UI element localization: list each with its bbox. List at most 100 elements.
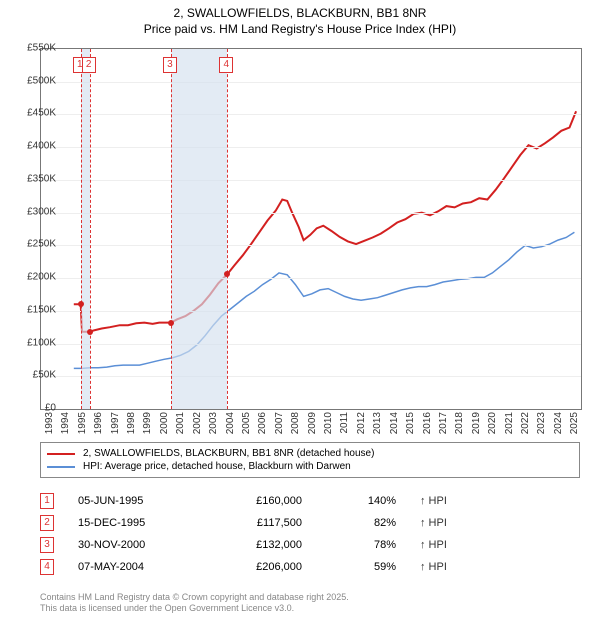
x-tick-label: 2012 <box>356 412 367 434</box>
x-tick-label: 1997 <box>110 412 121 434</box>
x-tick-label: 2006 <box>257 412 268 434</box>
x-tick-label: 2002 <box>192 412 203 434</box>
gridline <box>41 311 581 312</box>
transaction-price: £132,000 <box>212 539 302 551</box>
legend-item: 2, SWALLOWFIELDS, BLACKBURN, BB1 8NR (de… <box>47 447 573 460</box>
transaction-date: 30-NOV-2000 <box>78 539 188 551</box>
transaction-price: £160,000 <box>212 495 302 507</box>
transaction-table: 1 05-JUN-1995 £160,000 140% ↑ HPI 2 15-DEC-199… <box>40 490 580 578</box>
x-tick-label: 2001 <box>175 412 186 434</box>
x-tick-label: 1994 <box>60 412 71 434</box>
event-marker: 2 <box>82 57 96 73</box>
y-tick-label: £500K <box>16 75 56 86</box>
x-tick-label: 2004 <box>225 412 236 434</box>
gridline <box>41 82 581 83</box>
event-line <box>171 49 172 409</box>
chart-title: 2, SWALLOWFIELDS, BLACKBURN, BB1 8NR Pri… <box>0 0 600 37</box>
y-tick-label: £400K <box>16 141 56 152</box>
x-tick-label: 2009 <box>307 412 318 434</box>
gridline <box>41 376 581 377</box>
transaction-pct: 140% <box>326 495 396 507</box>
title-line-2: Price paid vs. HM Land Registry's House … <box>0 22 600 38</box>
y-tick-label: £200K <box>16 272 56 283</box>
x-tick-label: 2016 <box>422 412 433 434</box>
x-tick-label: 1995 <box>77 412 88 434</box>
footer-text: Contains HM Land Registry data © Crown c… <box>40 592 349 615</box>
x-tick-label: 2017 <box>438 412 449 434</box>
x-tick-label: 1996 <box>93 412 104 434</box>
transaction-date: 15-DEC-1995 <box>78 517 188 529</box>
chart-svg <box>41 49 581 409</box>
data-point <box>87 329 93 335</box>
series-price <box>74 111 576 332</box>
transaction-hpi: ↑ HPI <box>420 495 447 507</box>
x-tick-label: 2003 <box>208 412 219 434</box>
x-tick-label: 2021 <box>504 412 515 434</box>
transaction-number: 1 <box>40 493 54 509</box>
x-tick-label: 2023 <box>536 412 547 434</box>
gridline <box>41 278 581 279</box>
data-point <box>224 271 230 277</box>
gridline <box>41 180 581 181</box>
y-tick-label: £100K <box>16 337 56 348</box>
transaction-number: 3 <box>40 537 54 553</box>
x-tick-label: 1999 <box>142 412 153 434</box>
series-hpi <box>74 232 575 368</box>
x-tick-label: 2022 <box>520 412 531 434</box>
legend-label: HPI: Average price, detached house, Blac… <box>83 461 351 472</box>
legend-swatch <box>47 466 75 468</box>
gridline <box>41 147 581 148</box>
event-line <box>227 49 228 409</box>
legend-box: 2, SWALLOWFIELDS, BLACKBURN, BB1 8NR (de… <box>40 442 580 478</box>
gridline <box>41 344 581 345</box>
transaction-date: 07-MAY-2004 <box>78 561 188 573</box>
gridline <box>41 245 581 246</box>
data-point <box>168 320 174 326</box>
x-tick-label: 2010 <box>323 412 334 434</box>
plot-area: 1234 <box>40 48 582 410</box>
transaction-hpi: ↑ HPI <box>420 517 447 529</box>
highlight-band <box>171 49 227 409</box>
x-tick-label: 2008 <box>290 412 301 434</box>
transaction-row: 330-NOV-2000£132,00078%↑ HPI <box>40 534 580 556</box>
highlight-band <box>81 49 90 409</box>
event-marker: 3 <box>163 57 177 73</box>
transaction-pct: 78% <box>326 539 396 551</box>
x-tick-label: 2025 <box>569 412 580 434</box>
event-line <box>81 49 82 409</box>
transaction-price: £206,000 <box>212 561 302 573</box>
transaction-row: 407-MAY-2004£206,00059%↑ HPI <box>40 556 580 578</box>
transaction-pct: 59% <box>326 561 396 573</box>
x-tick-label: 2007 <box>274 412 285 434</box>
y-tick-label: £150K <box>16 304 56 315</box>
data-point <box>78 301 84 307</box>
legend-label: 2, SWALLOWFIELDS, BLACKBURN, BB1 8NR (de… <box>83 448 374 459</box>
x-tick-label: 2020 <box>487 412 498 434</box>
y-tick-label: £50K <box>16 370 56 381</box>
x-tick-label: 2019 <box>471 412 482 434</box>
transaction-pct: 82% <box>326 517 396 529</box>
x-tick-label: 1993 <box>44 412 55 434</box>
transaction-date: 05-JUN-1995 <box>78 495 188 507</box>
x-tick-label: 2024 <box>553 412 564 434</box>
footer-line-1: Contains HM Land Registry data © Crown c… <box>40 592 349 603</box>
x-tick-label: 2018 <box>454 412 465 434</box>
transaction-price: £117,500 <box>212 517 302 529</box>
transaction-number: 4 <box>40 559 54 575</box>
transaction-number: 2 <box>40 515 54 531</box>
y-tick-label: £250K <box>16 239 56 250</box>
y-tick-label: £350K <box>16 173 56 184</box>
x-tick-label: 2005 <box>241 412 252 434</box>
event-line <box>90 49 91 409</box>
legend-swatch <box>47 453 75 455</box>
footer-line-2: This data is licensed under the Open Gov… <box>40 603 349 614</box>
transaction-row: 2 15-DEC-1995 £117,500 82% ↑ HPI <box>40 512 580 534</box>
y-tick-label: £550K <box>16 43 56 54</box>
y-tick-label: £300K <box>16 206 56 217</box>
x-tick-label: 2014 <box>389 412 400 434</box>
gridline <box>41 213 581 214</box>
x-tick-label: 2000 <box>159 412 170 434</box>
title-line-1: 2, SWALLOWFIELDS, BLACKBURN, BB1 8NR <box>0 6 600 22</box>
event-marker: 4 <box>219 57 233 73</box>
x-tick-label: 2015 <box>405 412 416 434</box>
